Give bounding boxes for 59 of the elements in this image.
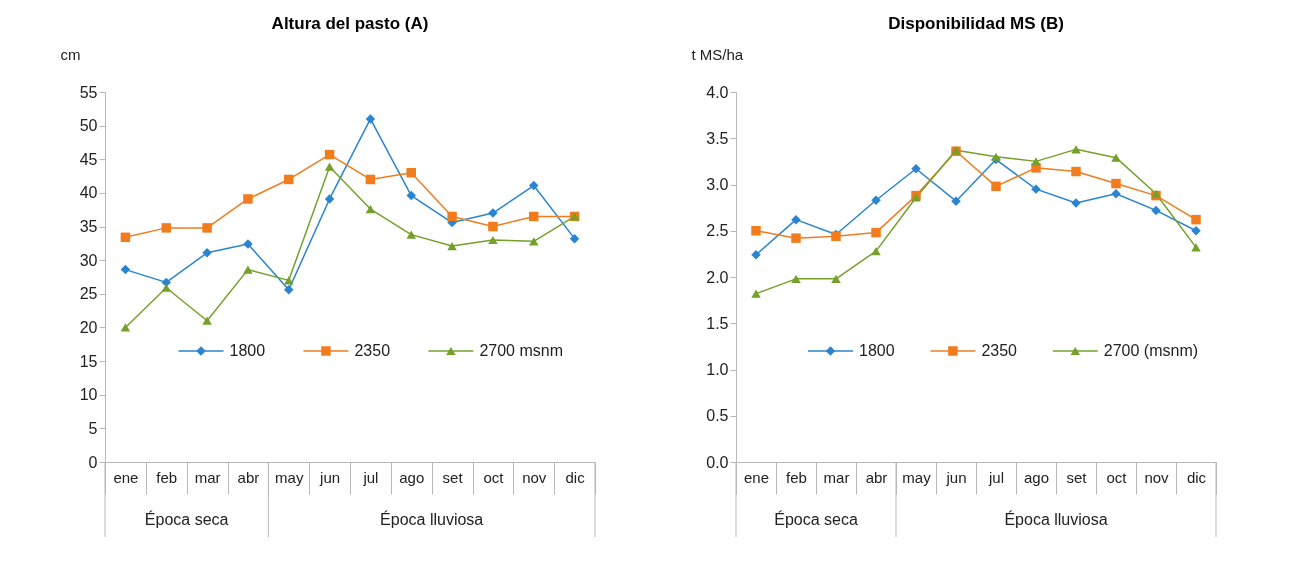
x-tick-label: set xyxy=(442,468,464,486)
x-tick-label: dic xyxy=(1186,468,1207,486)
y-tick-label: 2.5 xyxy=(706,222,729,240)
legend-label: 2700 (msnm) xyxy=(1103,342,1199,359)
x-tick-label: jul xyxy=(987,468,1005,486)
x-tick-label: mar xyxy=(194,468,221,486)
y-tick-label: 3.0 xyxy=(706,176,729,193)
x-tick-label: ene xyxy=(113,468,139,486)
x-tick-label: ago xyxy=(399,468,425,486)
x-tick-label: mar xyxy=(823,468,850,486)
y-tick-label: 0.5 xyxy=(706,407,729,425)
x-tick-label: nov xyxy=(1144,468,1170,486)
chart-title: Altura del pasto (A) xyxy=(271,14,429,33)
legend-label: 2700 msnm xyxy=(479,342,563,359)
y-tick-label: 4.0 xyxy=(706,83,729,101)
x-tick-label: abr xyxy=(865,468,888,486)
x-tick-label: ago xyxy=(1023,468,1050,486)
text: Época lluviosa xyxy=(380,510,484,528)
y-tick-label: 25 xyxy=(79,285,98,303)
text: Época seca xyxy=(774,510,858,528)
y-tick-label: 1.5 xyxy=(706,314,729,332)
x-tick-label: dic xyxy=(565,468,586,486)
x-tick-label: jun xyxy=(945,468,967,486)
legend-label: 1800 xyxy=(229,342,266,359)
legend-label: 1800 xyxy=(859,342,895,359)
x-tick-label: jul xyxy=(362,468,379,486)
y-axis-title: t MS/ha xyxy=(691,45,744,63)
x-tick-label: feb xyxy=(786,468,807,486)
x-tick-label: ene xyxy=(743,468,770,486)
y-tick-label: 10 xyxy=(79,386,98,404)
y-tick-label: 0.0 xyxy=(706,453,729,471)
y-tick-label: 20 xyxy=(79,318,98,336)
y-tick-label: 35 xyxy=(79,218,98,236)
x-tick-label: abr xyxy=(237,468,260,486)
y-tick-label: 5 xyxy=(88,419,98,437)
y-tick-label: 15 xyxy=(79,352,98,370)
x-tick-label: set xyxy=(1066,468,1088,486)
x-tick-label: feb xyxy=(156,468,178,486)
y-axis-title: cm xyxy=(60,45,81,63)
y-tick-label: 2.0 xyxy=(706,268,729,286)
y-tick-label: 55 xyxy=(79,83,98,101)
legend-label: 2350 xyxy=(354,342,391,359)
x-tick-label: may xyxy=(902,468,932,486)
x-tick-label: nov xyxy=(522,468,547,486)
legend-label: 2350 xyxy=(981,342,1018,359)
y-tick-label: 3.5 xyxy=(706,129,729,147)
y-tick-label: 45 xyxy=(79,150,98,168)
x-tick-label: oct xyxy=(483,468,505,486)
text: Época lluviosa xyxy=(1004,510,1108,528)
x-tick-label: jun xyxy=(319,468,341,486)
y-tick-label: 1.0 xyxy=(706,361,729,378)
x-tick-label: may xyxy=(275,468,304,486)
y-tick-label: 30 xyxy=(79,251,98,269)
chart-title: Disponibilidad MS (B) xyxy=(888,14,1064,33)
y-tick-label: 50 xyxy=(79,117,98,135)
text: Época seca xyxy=(144,510,229,528)
y-tick-label: 40 xyxy=(79,184,98,202)
x-tick-label: oct xyxy=(1106,468,1128,486)
y-tick-label: 0 xyxy=(88,453,98,471)
